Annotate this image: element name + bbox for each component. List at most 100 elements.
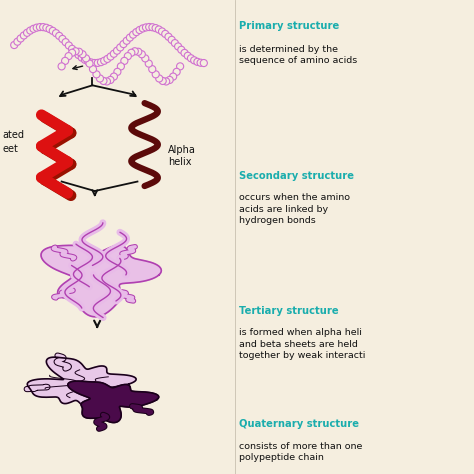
Circle shape [36,24,44,31]
Circle shape [117,63,124,70]
Circle shape [124,53,131,60]
Circle shape [117,44,124,51]
Circle shape [65,53,72,60]
Circle shape [120,40,127,47]
Circle shape [98,59,105,66]
Circle shape [49,27,56,35]
Circle shape [59,36,66,43]
Circle shape [103,78,110,85]
Circle shape [114,68,121,75]
Circle shape [152,71,159,78]
Circle shape [176,63,184,70]
Circle shape [72,48,79,55]
Circle shape [133,28,140,36]
Circle shape [155,75,163,82]
Circle shape [178,46,185,53]
Circle shape [78,54,85,61]
Circle shape [62,57,69,64]
Circle shape [84,58,91,65]
Circle shape [121,57,128,64]
Circle shape [72,48,79,55]
Circle shape [158,28,165,35]
Polygon shape [27,357,136,415]
Circle shape [155,26,163,33]
Circle shape [191,57,198,64]
Circle shape [65,42,73,49]
Text: Alpha
helix: Alpha helix [168,145,196,167]
Circle shape [127,34,134,41]
Circle shape [139,25,146,32]
Circle shape [43,24,50,31]
Text: occurs when the amino
acids are linked by
hydrogen bonds: occurs when the amino acids are linked b… [239,193,350,225]
Circle shape [107,76,114,83]
Circle shape [197,59,204,66]
Circle shape [194,58,201,65]
Circle shape [11,42,18,49]
Circle shape [104,55,111,63]
Circle shape [187,55,194,62]
Circle shape [200,60,208,67]
Circle shape [107,53,114,60]
Circle shape [184,52,191,59]
Circle shape [166,76,173,83]
Circle shape [171,39,178,46]
Text: is formed when alpha heli
and beta sheets are held
together by weak interacti: is formed when alpha heli and beta sheet… [239,328,366,360]
Circle shape [17,35,24,42]
Circle shape [46,26,53,33]
Circle shape [168,36,175,44]
Circle shape [75,48,82,55]
Text: consists of more than one
polypeptide chain: consists of more than one polypeptide ch… [239,442,363,462]
Circle shape [24,29,31,36]
Circle shape [110,73,118,80]
Circle shape [90,65,97,73]
Circle shape [82,55,90,62]
Circle shape [33,24,40,31]
Circle shape [135,48,142,55]
Text: Primary structure: Primary structure [239,21,339,31]
Circle shape [58,63,65,70]
Circle shape [91,59,98,66]
Circle shape [100,57,108,64]
Text: Quaternary structure: Quaternary structure [239,419,359,429]
Circle shape [174,43,182,50]
Circle shape [142,55,149,62]
Circle shape [152,25,159,32]
Polygon shape [68,381,159,422]
Circle shape [94,59,101,66]
Circle shape [165,33,172,40]
Circle shape [82,56,89,64]
Circle shape [62,38,69,46]
Circle shape [162,30,169,37]
Circle shape [159,77,166,84]
Circle shape [55,32,63,39]
Circle shape [163,78,170,85]
Circle shape [123,37,130,44]
Circle shape [69,49,76,56]
Circle shape [88,59,95,66]
Circle shape [27,27,34,34]
Circle shape [181,49,188,56]
Text: ated
eet: ated eet [2,130,24,155]
Text: Tertiary structure: Tertiary structure [239,306,339,316]
Circle shape [53,29,60,36]
Circle shape [14,38,21,45]
Circle shape [93,71,100,78]
Circle shape [30,25,37,32]
Circle shape [138,51,146,58]
Circle shape [149,24,156,31]
Circle shape [75,52,82,59]
Circle shape [110,50,118,57]
Circle shape [96,75,103,82]
Text: Secondary structure: Secondary structure [239,171,355,181]
Circle shape [69,46,76,53]
Text: is determined by the
sequence of amino acids: is determined by the sequence of amino a… [239,45,357,65]
Circle shape [170,73,177,80]
Circle shape [20,32,27,39]
Circle shape [146,24,153,31]
Circle shape [173,68,180,75]
Circle shape [40,24,47,31]
Circle shape [79,51,86,58]
Circle shape [129,31,137,38]
Polygon shape [41,246,161,317]
Circle shape [142,24,149,31]
